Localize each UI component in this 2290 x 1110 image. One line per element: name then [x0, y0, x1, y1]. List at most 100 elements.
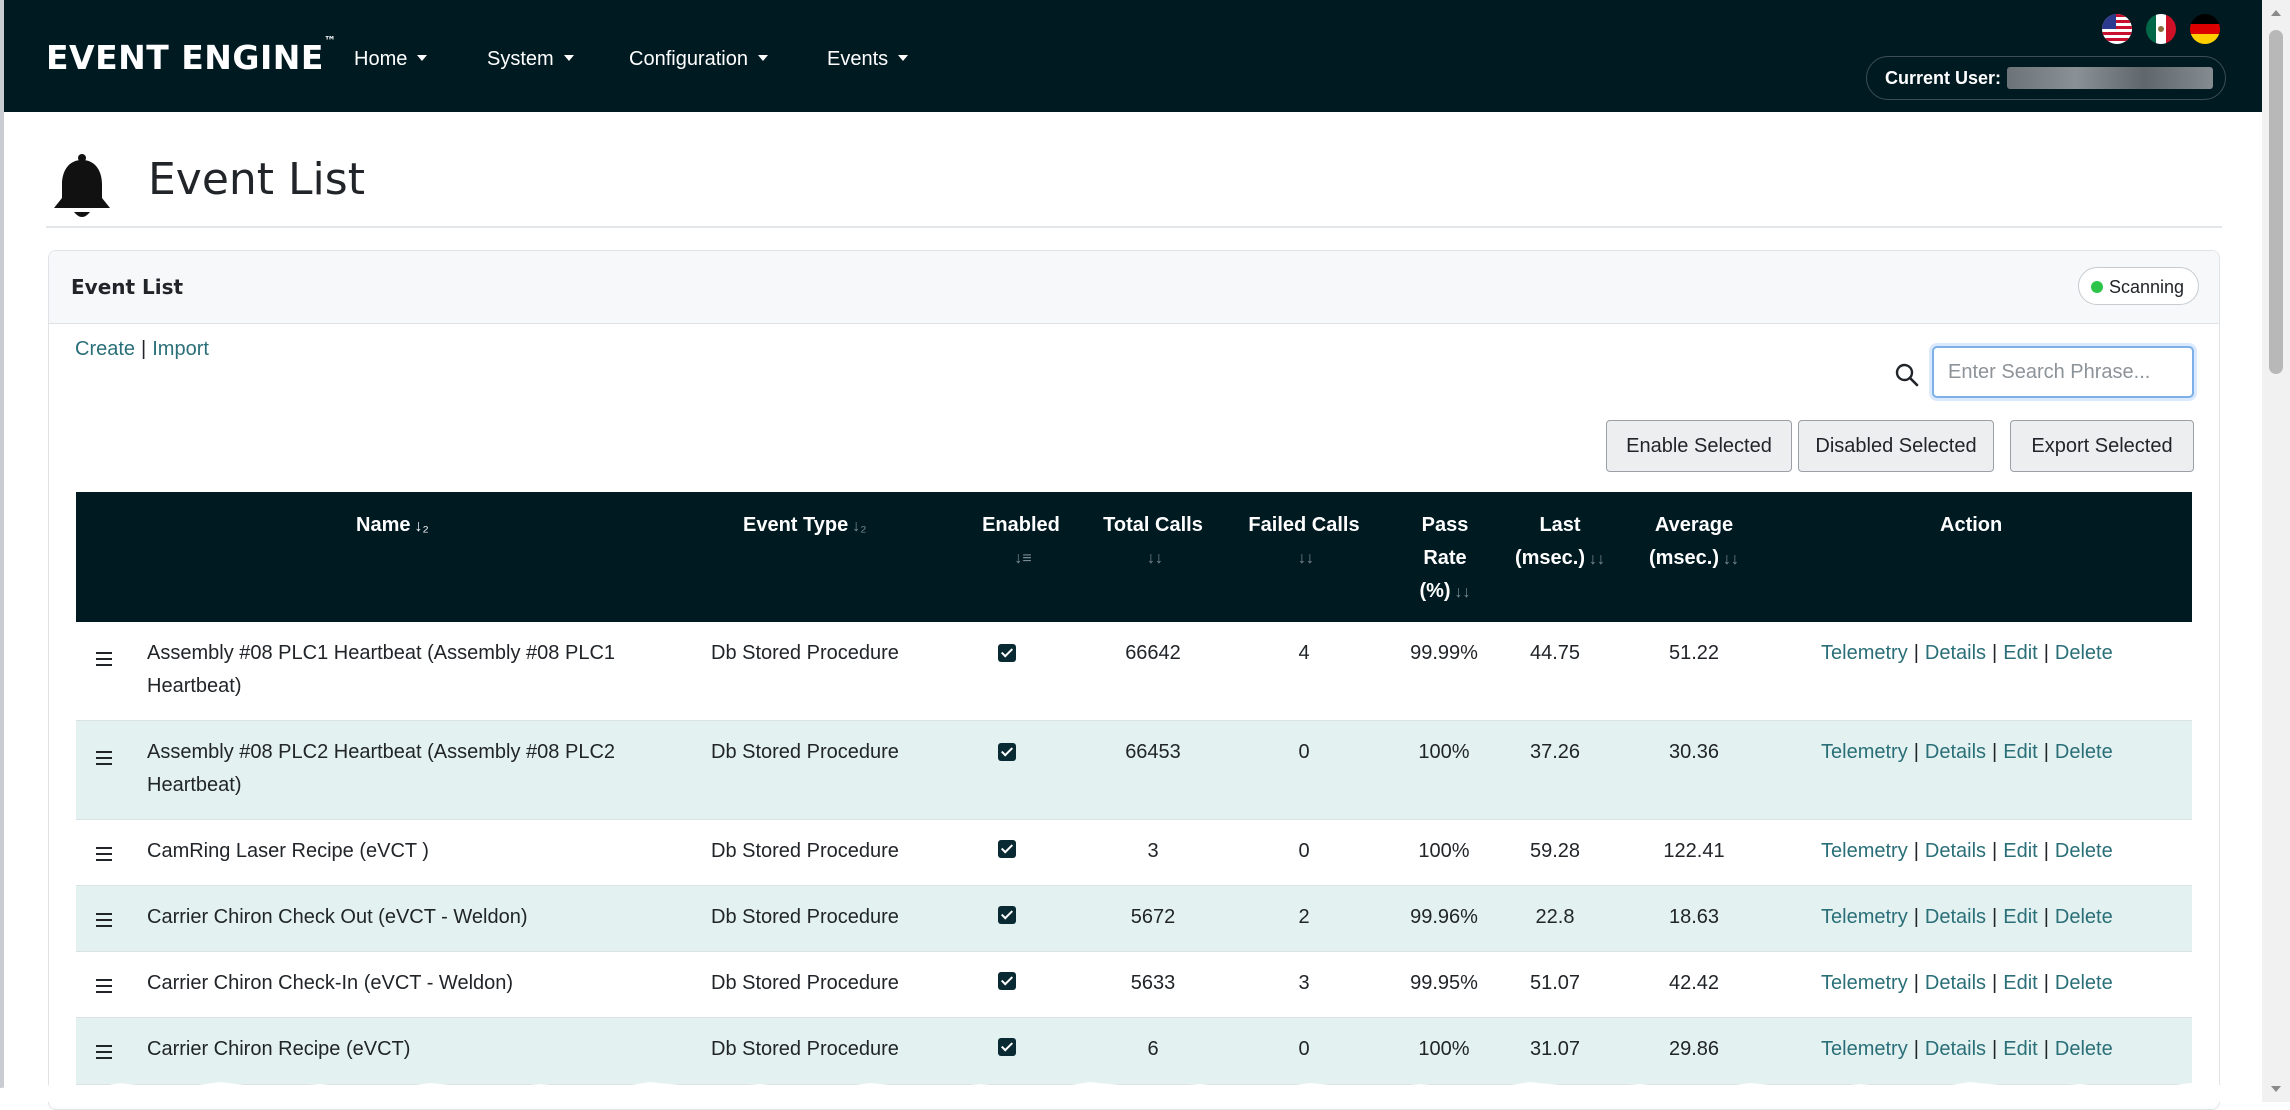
details-link[interactable]: Details [1924, 972, 1987, 994]
telemetry-link[interactable]: Telemetry [1821, 741, 1908, 763]
table-header: Name ↓₂ Event Type ↓₂ Enabled ↓≡ Total Call… [76, 492, 2192, 622]
sort-icon[interactable]: ↓↓ [1454, 584, 1471, 601]
table-row[interactable]: Assembly #08 PLC1 Heartbeat (Assembly #0… [76, 622, 2192, 721]
drag-handle-icon[interactable] [96, 751, 112, 769]
search-input[interactable] [1932, 346, 2194, 398]
create-link[interactable]: Create [75, 338, 136, 360]
edit-link[interactable]: Edit [2003, 741, 2038, 763]
enabled-checkbox[interactable] [998, 972, 1016, 990]
edit-link[interactable]: Edit [2003, 906, 2038, 928]
event-type: Db Stored Procedure [711, 972, 899, 994]
enabled-checkbox[interactable] [998, 906, 1016, 924]
telemetry-link[interactable]: Telemetry [1821, 840, 1908, 862]
nav-configuration[interactable]: Configuration [629, 48, 768, 71]
enabled-checkbox[interactable] [998, 1038, 1016, 1056]
last-msec: 51.07 [1529, 972, 1581, 994]
delete-link[interactable]: Delete [2054, 741, 2113, 763]
caret-down-icon [898, 54, 909, 61]
drag-handle-icon[interactable] [96, 979, 112, 997]
de-flag-icon[interactable] [2190, 14, 2220, 44]
event-name: Carrier Chiron Check Out (eVCT - Weldon) [147, 906, 528, 928]
row-actions: Telemetry | Details | Edit | Delete [1821, 1038, 2113, 1060]
delete-link[interactable]: Delete [2054, 972, 2113, 994]
sort-icon[interactable]: ↓↓ [1147, 550, 1163, 567]
create-import-links: Create | Import [75, 338, 209, 361]
sort-icon[interactable]: ↓↓ [1723, 551, 1740, 568]
mx-flag-icon[interactable] [2146, 14, 2176, 44]
th-event-type[interactable]: Event Type ↓₂ [743, 514, 867, 536]
sort-icon[interactable]: ↓≡ [1014, 550, 1032, 567]
import-link[interactable]: Import [152, 338, 209, 360]
redacted-username [2007, 67, 2213, 89]
telemetry-link[interactable]: Telemetry [1821, 906, 1908, 928]
telemetry-link[interactable]: Telemetry [1821, 1038, 1908, 1060]
disable-selected-button[interactable]: Disabled Selected [1798, 420, 1994, 472]
card-header: Event List Scanning [49, 251, 2219, 324]
table-row[interactable]: Carrier Chiron Check Out (eVCT - Weldon)… [76, 886, 2192, 952]
average-msec: 51.22 [1668, 642, 1720, 664]
drag-handle-icon[interactable] [96, 847, 112, 865]
edit-link[interactable]: Edit [2003, 1038, 2038, 1060]
delete-link[interactable]: Delete [2054, 1038, 2113, 1060]
edit-link[interactable]: Edit [2003, 642, 2038, 664]
th-enabled[interactable]: Enabled ↓≡ [956, 509, 1086, 575]
top-navbar: EVENT ENGINE™ Home System Configuration … [4, 0, 2262, 112]
event-name: Assembly #08 PLC2 Heartbeat (Assembly #0… [147, 741, 616, 796]
event-name: Assembly #08 PLC1 Heartbeat (Assembly #0… [147, 642, 616, 697]
vertical-scrollbar[interactable] [2262, 0, 2290, 1102]
details-link[interactable]: Details [1924, 741, 1987, 763]
drag-handle-icon[interactable] [96, 652, 112, 670]
enabled-checkbox[interactable] [998, 644, 1016, 662]
sort-icon[interactable]: ↓↓ [1298, 550, 1314, 567]
scroll-up-icon[interactable] [2271, 10, 2281, 16]
export-selected-button[interactable]: Export Selected [2010, 420, 2194, 472]
event-type: Db Stored Procedure [711, 840, 899, 862]
search-icon [1894, 362, 1920, 388]
row-actions: Telemetry | Details | Edit | Delete [1821, 741, 2113, 763]
scroll-down-icon[interactable] [2271, 1086, 2281, 1092]
total-calls: 66453 [1125, 741, 1181, 763]
delete-link[interactable]: Delete [2054, 906, 2113, 928]
table-row[interactable]: Carrier Chiron Recipe (eVCT) Db Stored P… [76, 1018, 2192, 1085]
us-flag-icon[interactable] [2102, 14, 2132, 44]
sort-icon[interactable]: ↓₂ [414, 518, 429, 535]
th-total-calls[interactable]: Total Calls ↓↓ [1090, 509, 1216, 575]
delete-link[interactable]: Delete [2054, 642, 2113, 664]
nav-home[interactable]: Home [354, 48, 428, 71]
details-link[interactable]: Details [1924, 642, 1987, 664]
enabled-checkbox[interactable] [998, 840, 1016, 858]
drag-handle-icon[interactable] [96, 1045, 112, 1063]
table-row[interactable]: CamRing Laser Recipe (eVCT ) Db Stored P… [76, 820, 2192, 886]
telemetry-link[interactable]: Telemetry [1821, 972, 1908, 994]
enable-selected-button[interactable]: Enable Selected [1606, 420, 1792, 472]
sort-icon[interactable]: ↓₂ [852, 518, 867, 535]
th-failed-calls[interactable]: Failed Calls ↓↓ [1238, 509, 1370, 575]
total-calls: 6 [1147, 1038, 1159, 1060]
th-pass-rate[interactable]: Pass Rate (%) ↓↓ [1419, 514, 1471, 602]
scrollbar-thumb[interactable] [2269, 30, 2283, 374]
telemetry-link[interactable]: Telemetry [1821, 642, 1908, 664]
details-link[interactable]: Details [1924, 1038, 1987, 1060]
th-name[interactable]: Name ↓₂ [356, 514, 429, 536]
brand-logo[interactable]: EVENT ENGINE™ [46, 34, 337, 77]
delete-link[interactable]: Delete [2054, 840, 2113, 862]
card-title: Event List [71, 275, 184, 299]
details-link[interactable]: Details [1924, 906, 1987, 928]
average-msec: 42.42 [1668, 972, 1720, 994]
table-row[interactable]: Carrier Chiron Check-In (eVCT - Weldon) … [76, 952, 2192, 1018]
edit-link[interactable]: Edit [2003, 972, 2038, 994]
failed-calls: 2 [1298, 906, 1310, 928]
th-average[interactable]: Average (msec.) ↓↓ [1648, 514, 1740, 569]
event-type: Db Stored Procedure [711, 906, 899, 928]
sort-icon[interactable]: ↓↓ [1589, 551, 1606, 568]
caret-down-icon [757, 54, 768, 61]
table-row[interactable]: Assembly #08 PLC2 Heartbeat (Assembly #0… [76, 721, 2192, 820]
drag-handle-icon[interactable] [96, 913, 112, 931]
edit-link[interactable]: Edit [2003, 840, 2038, 862]
details-link[interactable]: Details [1924, 840, 1987, 862]
row-actions: Telemetry | Details | Edit | Delete [1821, 906, 2113, 928]
nav-events[interactable]: Events [827, 48, 909, 71]
nav-system[interactable]: System [487, 48, 574, 71]
enabled-checkbox[interactable] [998, 743, 1016, 761]
th-last[interactable]: Last (msec.) ↓↓ [1514, 514, 1606, 569]
